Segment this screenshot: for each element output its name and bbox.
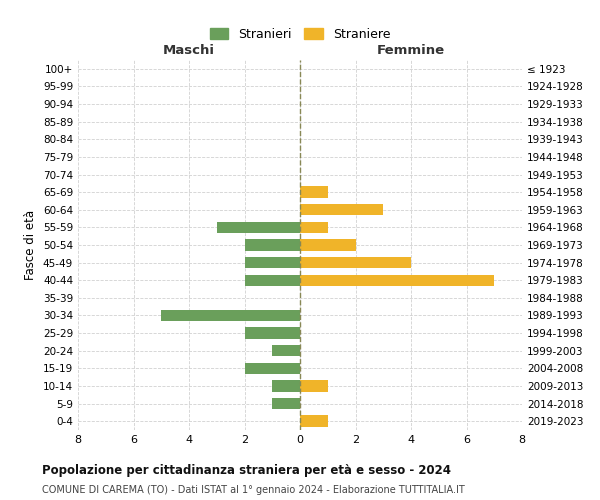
Bar — [272, 398, 300, 409]
Text: Popolazione per cittadinanza straniera per età e sesso - 2024: Popolazione per cittadinanza straniera p… — [42, 464, 451, 477]
Text: Femmine: Femmine — [377, 44, 445, 58]
Bar — [245, 257, 300, 268]
Bar — [161, 310, 300, 321]
Text: COMUNE DI CAREMA (TO) - Dati ISTAT al 1° gennaio 2024 - Elaborazione TUTTITALIA.: COMUNE DI CAREMA (TO) - Dati ISTAT al 1°… — [42, 485, 465, 495]
Text: Maschi: Maschi — [163, 44, 215, 58]
Bar — [272, 380, 300, 392]
Bar — [245, 240, 300, 250]
Legend: Stranieri, Straniere: Stranieri, Straniere — [203, 22, 397, 48]
Bar — [300, 416, 328, 427]
Bar — [245, 362, 300, 374]
Y-axis label: Fasce di età: Fasce di età — [25, 210, 37, 280]
Bar — [300, 240, 355, 250]
Bar — [245, 328, 300, 339]
Bar — [300, 257, 411, 268]
Bar — [272, 345, 300, 356]
Bar — [300, 274, 494, 286]
Bar — [300, 186, 328, 198]
Bar — [300, 222, 328, 233]
Bar — [300, 380, 328, 392]
Bar — [245, 274, 300, 286]
Bar — [217, 222, 300, 233]
Bar — [300, 204, 383, 216]
